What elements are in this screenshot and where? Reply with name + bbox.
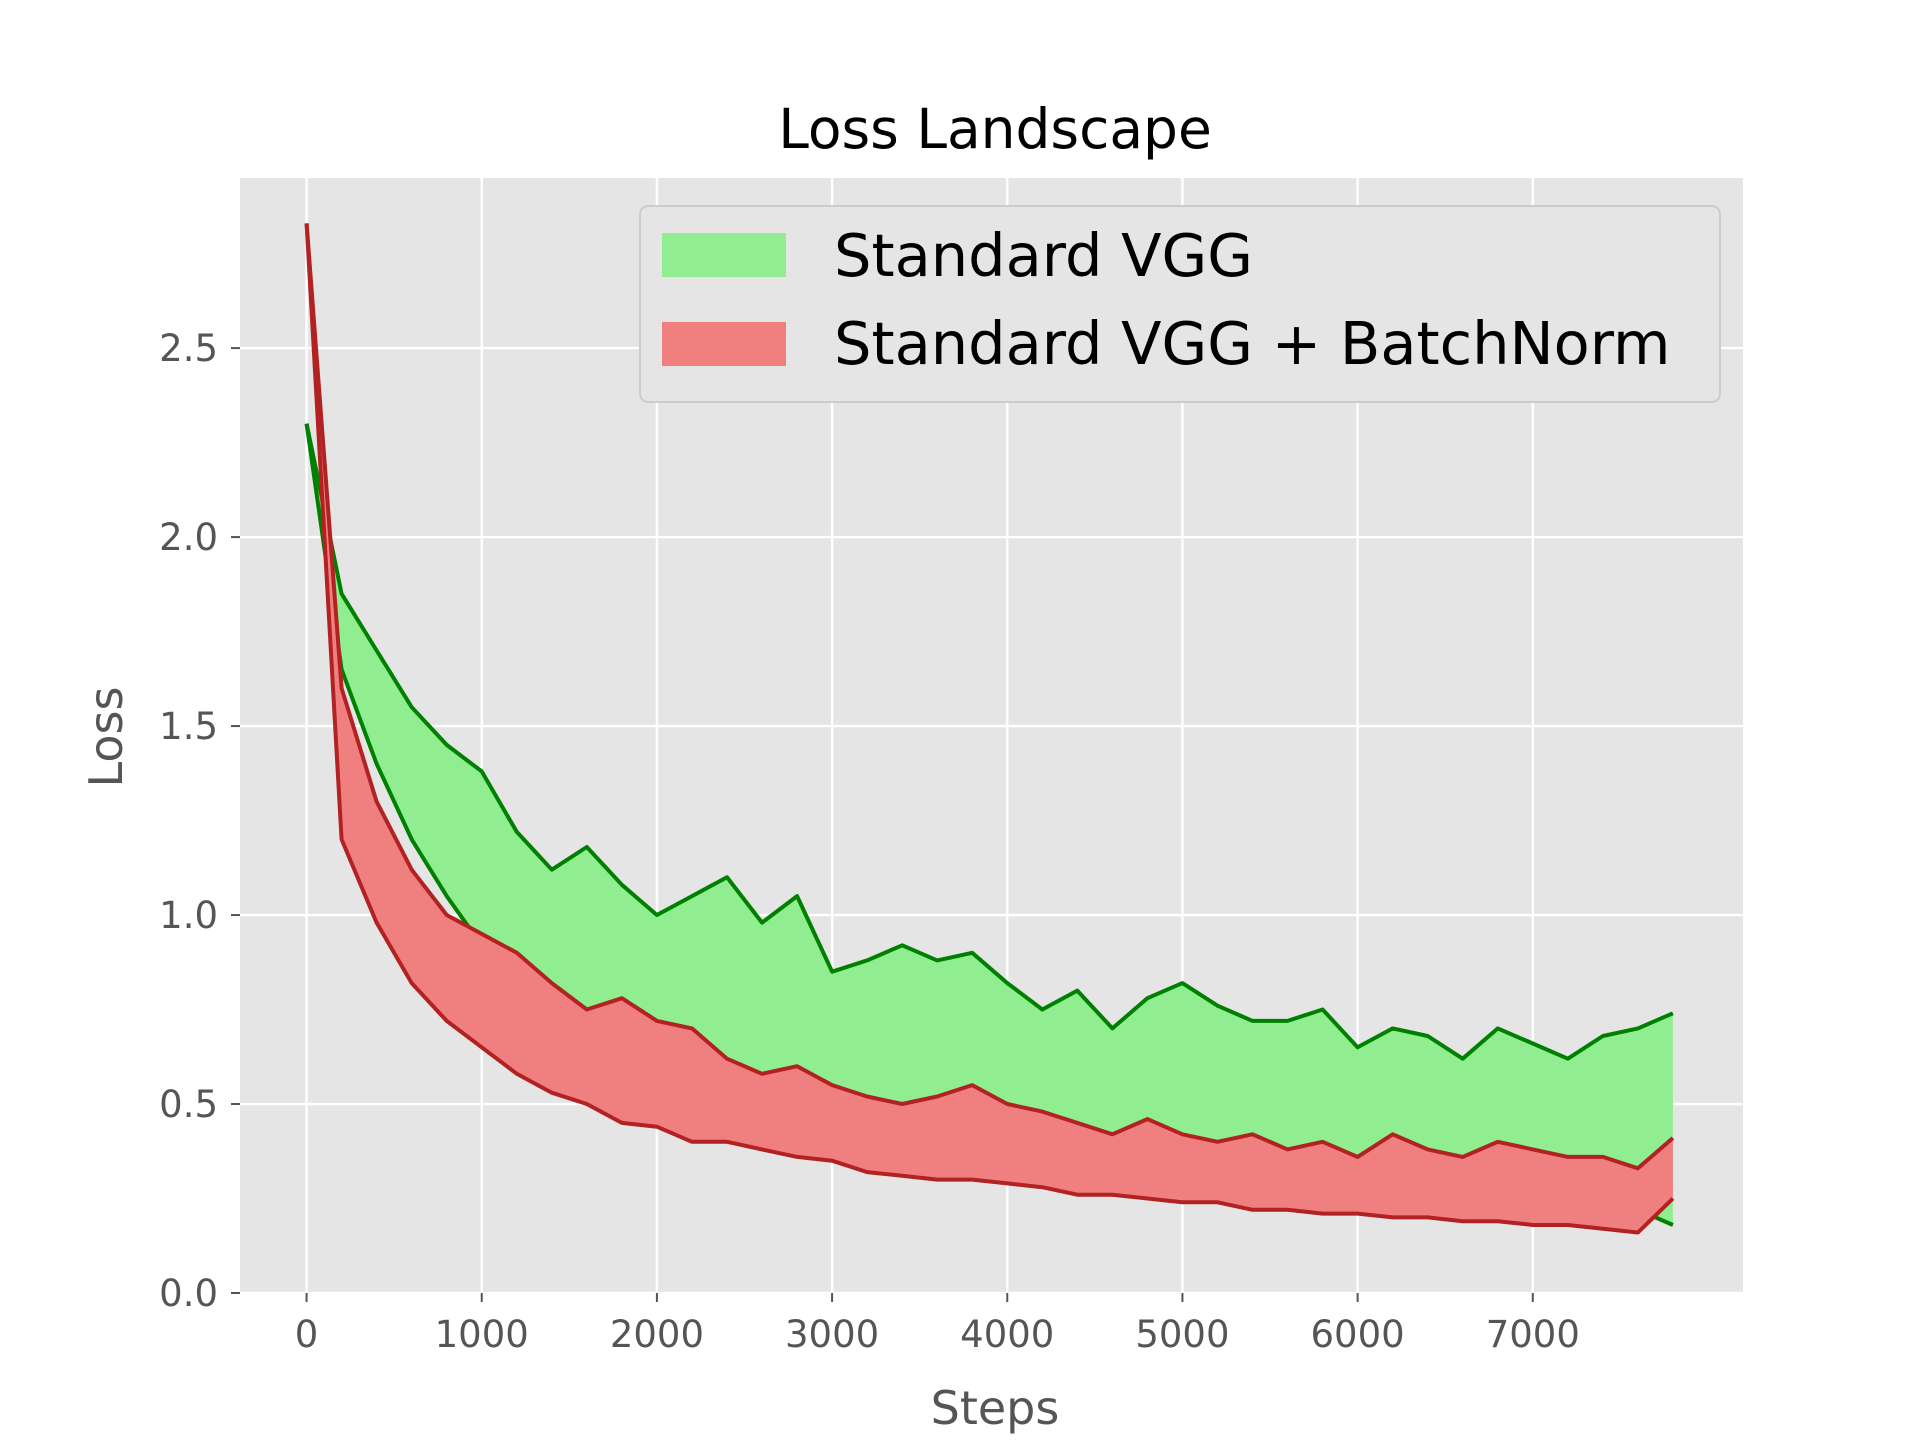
y-tick-label: 1.5 xyxy=(159,705,218,748)
y-tick-label: 0.0 xyxy=(159,1272,218,1315)
legend-box xyxy=(639,205,1721,403)
y-tick-label: 2.5 xyxy=(159,327,218,370)
chart-title: Loss Landscape xyxy=(778,97,1212,161)
series-layer xyxy=(304,223,1675,1235)
y-tick-label: 1.0 xyxy=(159,894,218,937)
y-tick-label: 0.5 xyxy=(159,1083,218,1126)
x-tick-label: 1000 xyxy=(435,1313,529,1356)
legend: Standard VGG Standard VGG + BatchNorm xyxy=(639,205,1721,403)
series-1 xyxy=(304,223,1675,1235)
x-tick-label: 0 xyxy=(295,1313,319,1356)
y-tick-label: 2.0 xyxy=(159,516,218,559)
x-tick-label: 2000 xyxy=(610,1313,704,1356)
x-tick-label: 4000 xyxy=(960,1313,1054,1356)
x-tick-label: 6000 xyxy=(1311,1313,1405,1356)
x-tick-label: 3000 xyxy=(785,1313,879,1356)
legend-label-standard-vgg: Standard VGG xyxy=(834,221,1253,290)
y-axis-title: Loss xyxy=(79,687,133,788)
ticks: 0 1000 2000 3000 4000 5000 6000 7000 0.0 0.5 1.0 1.… xyxy=(159,327,1580,1356)
x-axis-title: Steps xyxy=(931,1381,1060,1435)
series-1-max-line xyxy=(304,223,1675,1171)
x-tick-label: 7000 xyxy=(1486,1313,1580,1356)
legend-label-batchnorm: Standard VGG + BatchNorm xyxy=(834,309,1670,378)
series-0-max-line xyxy=(304,423,1674,1061)
legend-swatch-standard-vgg xyxy=(662,233,786,277)
series-1-min-line xyxy=(304,223,1675,1235)
legend-swatch-batchnorm xyxy=(662,322,786,366)
x-tick-label: 5000 xyxy=(1135,1313,1229,1356)
